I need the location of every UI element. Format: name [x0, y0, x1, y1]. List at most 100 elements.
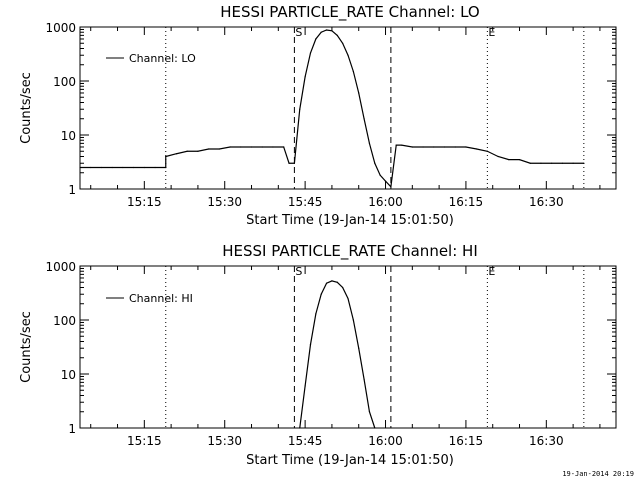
lo-channel-panel: HESSI PARTICLE_RATE Channel: LO S E 15:15…: [19, 3, 617, 228]
data-point: [111, 166, 113, 169]
data-point: [476, 148, 478, 150]
data-point: [293, 162, 295, 164]
data-point: [288, 162, 290, 164]
data-point: [465, 146, 467, 148]
interval-marker-e: E: [488, 26, 495, 39]
y-axis-label: Counts/sec: [19, 311, 34, 383]
data-point: [561, 162, 564, 164]
series-line-hi: [299, 280, 376, 429]
series-line-lo: [80, 29, 584, 189]
data-point: [197, 150, 199, 152]
y-tick-label: 1: [68, 183, 76, 197]
data-point: [374, 427, 376, 429]
data-point: [165, 155, 167, 158]
data-point: [486, 150, 488, 152]
data-point: [497, 155, 499, 158]
x-tick-label: 15:30: [207, 434, 242, 448]
data-point: [572, 162, 574, 164]
data-point: [154, 166, 156, 169]
data-point: [347, 297, 349, 300]
data-point: [508, 159, 510, 161]
data-point: [422, 146, 424, 148]
data-point: [250, 146, 253, 148]
data-point: [443, 146, 446, 148]
data-point: [331, 30, 333, 32]
interval-marker-s: S: [295, 265, 302, 278]
data-point: [122, 166, 124, 169]
data-point: [218, 148, 220, 150]
data-point: [352, 70, 354, 73]
data-point: [79, 166, 81, 169]
data-point: [186, 150, 188, 152]
data-point: [165, 166, 167, 169]
y-tick-label: 1000: [45, 21, 76, 35]
data-point: [336, 34, 338, 36]
x-tick-label: 16:30: [529, 434, 564, 448]
data-point: [352, 319, 354, 321]
data-point: [299, 108, 301, 110]
data-point: [143, 166, 145, 169]
y-tick-label: 10: [61, 368, 76, 382]
data-point: [401, 144, 403, 146]
data-point: [374, 162, 376, 164]
legend: Channel: LO: [106, 52, 196, 65]
y-tick-label: 1000: [45, 260, 76, 274]
data-point: [229, 146, 231, 148]
data-point: [331, 280, 333, 282]
data-point: [390, 186, 392, 188]
data-point: [411, 146, 413, 148]
x-tick-label: 15:15: [127, 434, 162, 448]
data-point: [583, 162, 585, 164]
data-point: [299, 427, 301, 429]
data-point: [368, 411, 371, 413]
x-tick-label: 16:15: [449, 434, 484, 448]
data-point: [309, 52, 312, 54]
panel-title: HESSI PARTICLE_RATE Channel: LO: [220, 3, 479, 22]
data-point: [320, 31, 322, 33]
data-point: [368, 142, 371, 144]
data-point: [309, 344, 312, 346]
data-point: [551, 162, 553, 164]
x-tick-label: 16:15: [449, 195, 484, 209]
interval-marker-e: E: [488, 265, 495, 278]
data-point: [325, 29, 328, 31]
data-point: [320, 293, 322, 295]
data-point: [208, 148, 210, 150]
data-point: [272, 146, 274, 148]
timestamp-footer: 19-Jan-2014 20:19: [562, 470, 634, 478]
y-axis-label: Counts/sec: [19, 72, 34, 144]
panel-title: HESSI PARTICLE_RATE Channel: HI: [222, 242, 478, 261]
x-tick-label: 15:30: [207, 195, 242, 209]
x-tick-label: 15:15: [127, 195, 162, 209]
data-point: [358, 347, 360, 349]
data-point: [518, 159, 521, 161]
data-point: [100, 166, 103, 169]
data-point: [175, 153, 178, 155]
interval-marker-s: S: [295, 26, 302, 39]
y-tick-label: 100: [53, 75, 76, 89]
data-point: [315, 38, 317, 40]
data-point: [261, 146, 263, 148]
hi-channel-panel: HESSI PARTICLE_RATE Channel: HI S E 15:15…: [19, 242, 617, 468]
data-point: [454, 146, 456, 148]
data-point: [304, 76, 306, 78]
data-point: [342, 42, 344, 44]
x-tick-label: 15:45: [288, 434, 323, 448]
legend-label: Channel: LO: [129, 52, 196, 65]
x-tick-label: 16:00: [368, 434, 403, 448]
data-point: [336, 281, 338, 283]
x-tick-label: 16:30: [529, 195, 564, 209]
data-point: [347, 54, 349, 56]
x-axis-label: Start Time (19-Jan-14 15:01:50): [246, 213, 454, 228]
data-point: [315, 313, 317, 315]
data-point: [283, 146, 285, 148]
legend-label: Channel: HI: [129, 292, 193, 305]
plot-frame: [79, 265, 617, 429]
data-point: [358, 92, 360, 94]
data-point: [379, 174, 381, 176]
data-point: [384, 180, 387, 182]
data-point: [90, 166, 92, 169]
legend: Channel: HI: [106, 292, 193, 305]
y-tick-label: 100: [53, 314, 76, 328]
